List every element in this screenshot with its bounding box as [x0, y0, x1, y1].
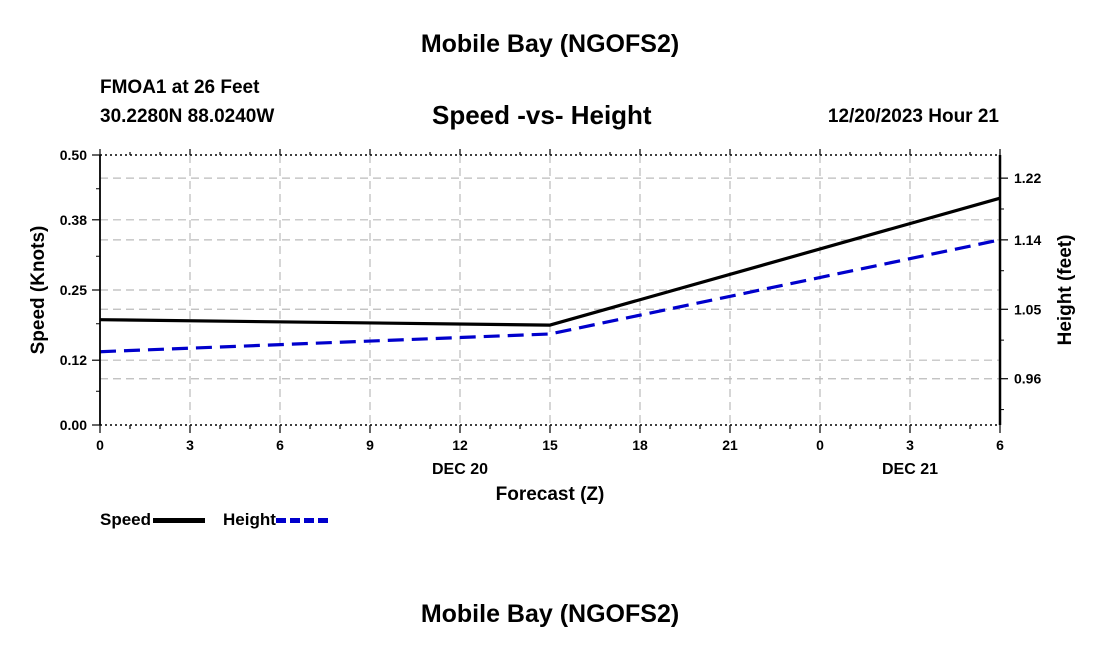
x-tick-label: 0 — [96, 437, 104, 453]
legend-height-label: Height — [223, 510, 276, 529]
grid-lines — [100, 155, 1000, 425]
x-tick-label: 15 — [542, 437, 558, 453]
x-date-label: DEC 21 — [882, 461, 938, 478]
axes — [92, 149, 1008, 433]
x-tick-label: 0 — [816, 437, 824, 453]
y-axis-label: Speed (Knots) — [28, 226, 49, 355]
y-tick-label: 0.25 — [60, 282, 87, 298]
y-tick-label: 0.12 — [60, 352, 87, 368]
x-tick-label: 6 — [996, 437, 1004, 453]
series-line-speed — [99, 196, 1001, 327]
legend-height-swatch — [275, 517, 328, 523]
legend-speed-swatch — [153, 517, 206, 523]
y2-tick-label: 1.22 — [1014, 170, 1041, 186]
footer-title: Mobile Bay (NGOFS2) — [420, 600, 680, 628]
legend-speed-label: Speed — [100, 510, 152, 529]
x-tick-label: 21 — [722, 437, 738, 453]
x-tick-label: 9 — [366, 437, 374, 453]
axis-labels: 0 3 6 9 12 15 18 21 0 3 6 DEC 20 DEC 21 0.00 0.12 0.25 0… — [28, 147, 1076, 505]
y2-tick-label: 1.14 — [1014, 232, 1041, 248]
y-tick-label: 0.00 — [60, 417, 87, 433]
y2-tick-label: 1.05 — [1014, 301, 1041, 317]
x-tick-label: 3 — [186, 437, 194, 453]
station-label: FMOA1 at 26 Feet — [100, 77, 260, 98]
page-title: Mobile Bay (NGOFS2) — [420, 30, 680, 58]
x-tick-label: 18 — [632, 437, 648, 453]
x-date-label: DEC 20 — [432, 461, 488, 478]
series-line-height — [99, 238, 1001, 354]
x-tick-label: 6 — [276, 437, 284, 453]
y2-axis-label: Height (feet) — [1055, 235, 1076, 346]
x-axis-label: Forecast (Z) — [496, 484, 605, 505]
legend: Speed Height — [100, 510, 328, 530]
station-coords: 30.2280N 88.0240W — [100, 106, 275, 127]
forecast-datetime: 12/20/2023 Hour 21 — [827, 106, 999, 127]
series-lines — [99, 196, 1001, 354]
x-tick-label: 12 — [452, 437, 468, 453]
chart-title: Speed -vs- Height — [432, 100, 652, 130]
y-tick-label: 0.50 — [60, 147, 87, 163]
speed-height-chart: 0 3 6 9 12 15 18 21 0 3 6 DEC 20 DEC 21 0.00 0.12 0.25 0… — [28, 147, 1076, 505]
y-tick-label: 0.38 — [60, 212, 87, 228]
x-tick-label: 3 — [906, 437, 914, 453]
y2-tick-label: 0.96 — [1014, 371, 1041, 387]
